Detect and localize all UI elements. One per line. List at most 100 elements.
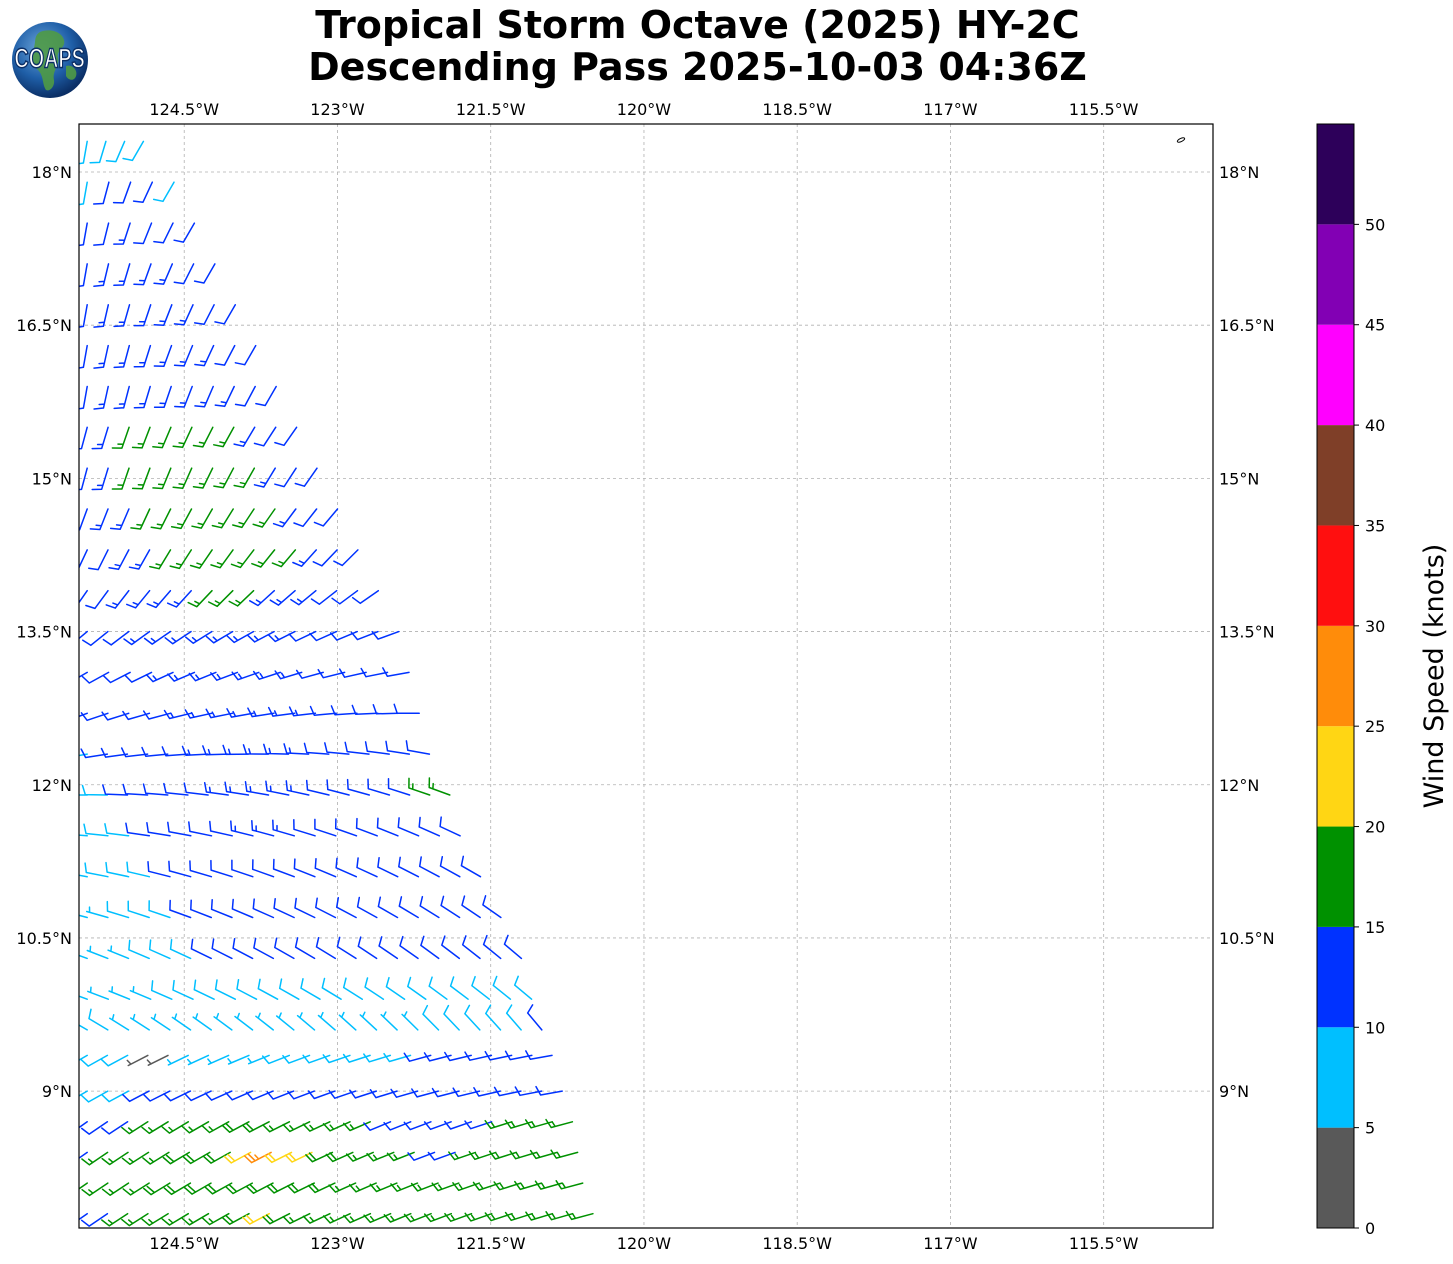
wind-barb [243, 1151, 272, 1164]
wind-barb [146, 822, 171, 837]
wind-barb [153, 263, 174, 285]
wind-barb [269, 589, 296, 606]
wind-barb [305, 779, 330, 796]
x-tick-label-top: 121.5°W [456, 100, 526, 119]
wind-barb [79, 954, 88, 960]
wind-barb [132, 181, 154, 203]
wind-barb [153, 385, 172, 409]
wind-barb [141, 1212, 169, 1227]
wind-barb [202, 745, 229, 756]
wind-barb [418, 856, 440, 878]
wind-barb [322, 1054, 351, 1064]
wind-barb [247, 1054, 270, 1065]
wind-barb [93, 385, 109, 410]
globe-land-shape-2 [66, 65, 77, 80]
y-tick-label-left: 12°N [32, 776, 72, 795]
wind-barb [142, 783, 169, 796]
wind-barb [287, 1090, 316, 1100]
wind-barb [79, 712, 88, 718]
colorbar-tick-label: 50 [1365, 215, 1385, 234]
wind-barb [253, 426, 277, 447]
x-tick-label-bottom: 120°W [617, 1234, 672, 1253]
wind-barb [184, 1182, 212, 1195]
wind-barb [351, 589, 380, 605]
wind-barb [245, 1090, 274, 1101]
wind-barb [85, 589, 109, 610]
wind-barb [203, 1151, 231, 1164]
wind-barb [170, 508, 193, 530]
y-tick-label-left: 16.5°N [16, 316, 72, 335]
wind-barb [452, 1182, 481, 1192]
wind-barb [253, 937, 275, 960]
wind-barb [410, 1182, 439, 1192]
wind-barb [335, 857, 358, 878]
wind-barb [504, 1211, 533, 1222]
island-marker [1176, 137, 1186, 143]
wind-barb [366, 1151, 395, 1162]
y-tick-label-left: 15°N [32, 469, 72, 488]
wind-barb [232, 938, 254, 960]
x-tick-label-top: 117°W [923, 100, 978, 119]
wind-barb [503, 934, 523, 960]
wind-barb [247, 707, 275, 718]
wind-barb [107, 945, 130, 960]
wind-barb [383, 1212, 412, 1223]
wind-barb [242, 1121, 270, 1133]
wind-barb [386, 1151, 415, 1162]
wind-barb [209, 820, 233, 837]
wind-barb [288, 630, 317, 642]
wind-barb [186, 1054, 210, 1066]
wind-barb [150, 980, 173, 1000]
wind-barb [307, 1182, 336, 1194]
wind-barb [335, 897, 357, 919]
wind-barb [190, 938, 212, 960]
wind-barb [161, 1212, 190, 1226]
wind-barb [294, 467, 318, 487]
y-tick-label-right: 15°N [1219, 469, 1259, 488]
wind-barb [267, 706, 296, 717]
wind-barb [85, 906, 109, 919]
wind-barb [464, 1120, 493, 1130]
wind-barb [261, 1054, 291, 1065]
wind-barb [101, 1151, 129, 1166]
wind-barb [505, 1004, 522, 1031]
wind-barb [79, 549, 88, 570]
wind-barb [171, 1013, 192, 1031]
wind-barb [129, 985, 152, 1000]
wind-barb [203, 781, 229, 796]
wind-barb [161, 1121, 190, 1134]
wind-barb [185, 630, 213, 644]
wind-barb [102, 671, 131, 684]
wind-barb [267, 630, 296, 643]
wind-barb [364, 741, 390, 755]
wind-barb [167, 821, 192, 837]
wind-barb [231, 859, 254, 878]
wind-barb [420, 935, 440, 960]
wind-barb [79, 671, 88, 678]
colorbar-bin [1317, 525, 1354, 626]
colorbar-bin [1317, 625, 1354, 727]
barb-group [79, 140, 594, 1227]
wind-barb [322, 1121, 351, 1132]
wind-barb [142, 1151, 170, 1165]
wind-barb [303, 742, 330, 755]
wind-barb [485, 1004, 502, 1031]
wind-barb [302, 1121, 331, 1132]
wind-barb [93, 222, 110, 246]
wind-barb [407, 1151, 436, 1161]
wind-barb [233, 426, 256, 447]
wind-barb [168, 860, 192, 878]
wind-barb [565, 1210, 594, 1221]
wind-barb [211, 508, 234, 529]
wind-barb [164, 630, 192, 645]
wind-barb [225, 1090, 254, 1101]
wind-barb [398, 856, 420, 878]
wind-barb [148, 900, 171, 919]
wind-barb [231, 898, 254, 919]
wind-barb [133, 222, 153, 245]
wind-barb [234, 385, 256, 407]
wind-barb [285, 780, 310, 796]
wind-barb [428, 976, 448, 1000]
wind-barb [264, 1151, 293, 1164]
